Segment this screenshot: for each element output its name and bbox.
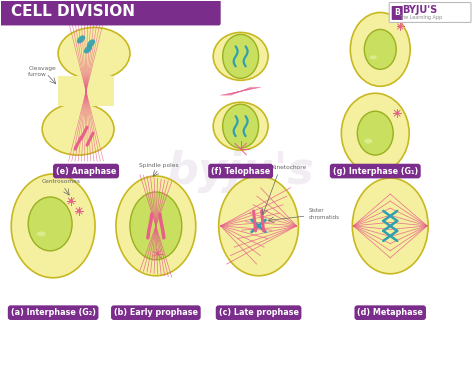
Ellipse shape [352,178,428,274]
Ellipse shape [130,192,182,260]
FancyBboxPatch shape [389,3,471,22]
Text: B: B [394,8,400,18]
Ellipse shape [36,231,46,236]
Ellipse shape [58,27,130,79]
FancyBboxPatch shape [392,6,403,20]
Ellipse shape [365,139,372,144]
Text: (b) Early prophase: (b) Early prophase [114,308,198,317]
Text: (a) Interphase (G₂): (a) Interphase (G₂) [10,308,96,317]
Text: (c) Late prophase: (c) Late prophase [219,308,299,317]
Ellipse shape [69,199,73,203]
Ellipse shape [399,25,401,28]
Text: Centrosomes: Centrosomes [42,179,81,184]
Ellipse shape [223,34,259,78]
Text: CELL DIVISION: CELL DIVISION [11,4,135,19]
Text: (f) Telophase: (f) Telophase [211,166,270,176]
Ellipse shape [28,197,72,251]
FancyBboxPatch shape [0,0,221,26]
Text: Kinetochore: Kinetochore [271,165,306,170]
Text: (d) Metaphase: (d) Metaphase [357,308,423,317]
Text: (g) Interphase (G₁): (g) Interphase (G₁) [333,166,418,176]
Ellipse shape [84,45,92,53]
Ellipse shape [11,174,95,278]
Ellipse shape [77,35,85,43]
Ellipse shape [350,13,410,86]
Text: byju's: byju's [167,150,315,192]
Ellipse shape [213,32,268,80]
Ellipse shape [219,176,299,276]
Text: The Learning App: The Learning App [399,15,442,20]
Ellipse shape [365,29,396,69]
Ellipse shape [116,176,196,276]
Ellipse shape [156,252,159,255]
Ellipse shape [357,111,393,155]
Ellipse shape [42,103,114,155]
Ellipse shape [213,102,268,150]
Polygon shape [58,76,114,106]
Ellipse shape [223,104,259,148]
Text: Cleavage
furrow: Cleavage furrow [28,66,56,77]
Ellipse shape [395,112,399,115]
Text: Spindle poles: Spindle poles [139,163,179,168]
Ellipse shape [341,93,409,173]
Ellipse shape [77,209,81,213]
Ellipse shape [370,55,377,59]
Text: BYJU'S: BYJU'S [402,5,438,16]
Text: Sister
chromatids: Sister chromatids [309,208,339,219]
Text: (e) Anaphase: (e) Anaphase [56,166,116,176]
Ellipse shape [87,39,95,48]
